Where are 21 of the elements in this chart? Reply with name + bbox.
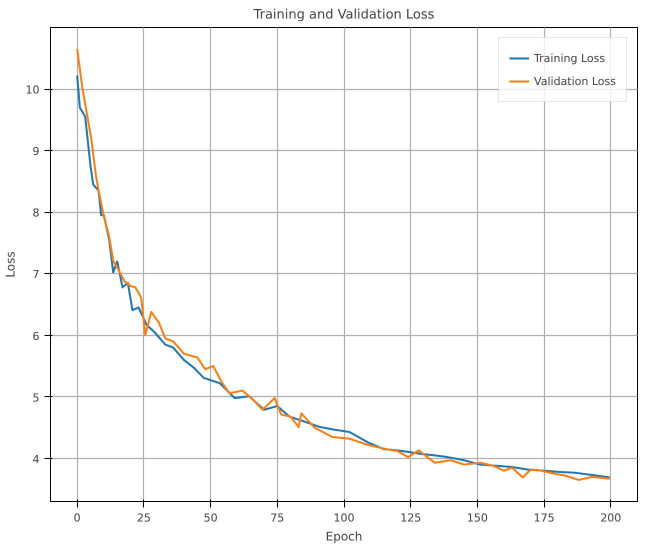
- x-tick-label: 75: [270, 512, 284, 524]
- legend-label: Validation Loss: [534, 74, 616, 88]
- x-tick-label: 200: [600, 512, 622, 524]
- x-tick-label: 0: [74, 512, 81, 524]
- legend-label: Training Loss: [534, 52, 606, 64]
- x-tick-label: 100: [334, 512, 354, 524]
- y-tick-label: 5: [32, 391, 40, 404]
- y-tick-label: 9: [32, 145, 40, 158]
- x-tick-label: 125: [400, 512, 422, 524]
- y-tick-label: 6: [32, 330, 40, 343]
- y-tick-label: 8: [32, 206, 40, 220]
- y-tick-label: 10: [26, 84, 40, 97]
- y-axis-title: Loss: [4, 251, 18, 278]
- x-axis-title: Epoch: [326, 530, 362, 544]
- x-tick-label: 150: [466, 512, 488, 524]
- x-tick-label: 175: [534, 512, 555, 524]
- y-tick-label: 7: [32, 268, 40, 282]
- x-tick-label: 50: [204, 512, 218, 524]
- y-tick-label: 4: [32, 452, 40, 466]
- chart-title: Training and Validation Loss: [252, 8, 435, 22]
- x-tick-label: 25: [136, 512, 151, 524]
